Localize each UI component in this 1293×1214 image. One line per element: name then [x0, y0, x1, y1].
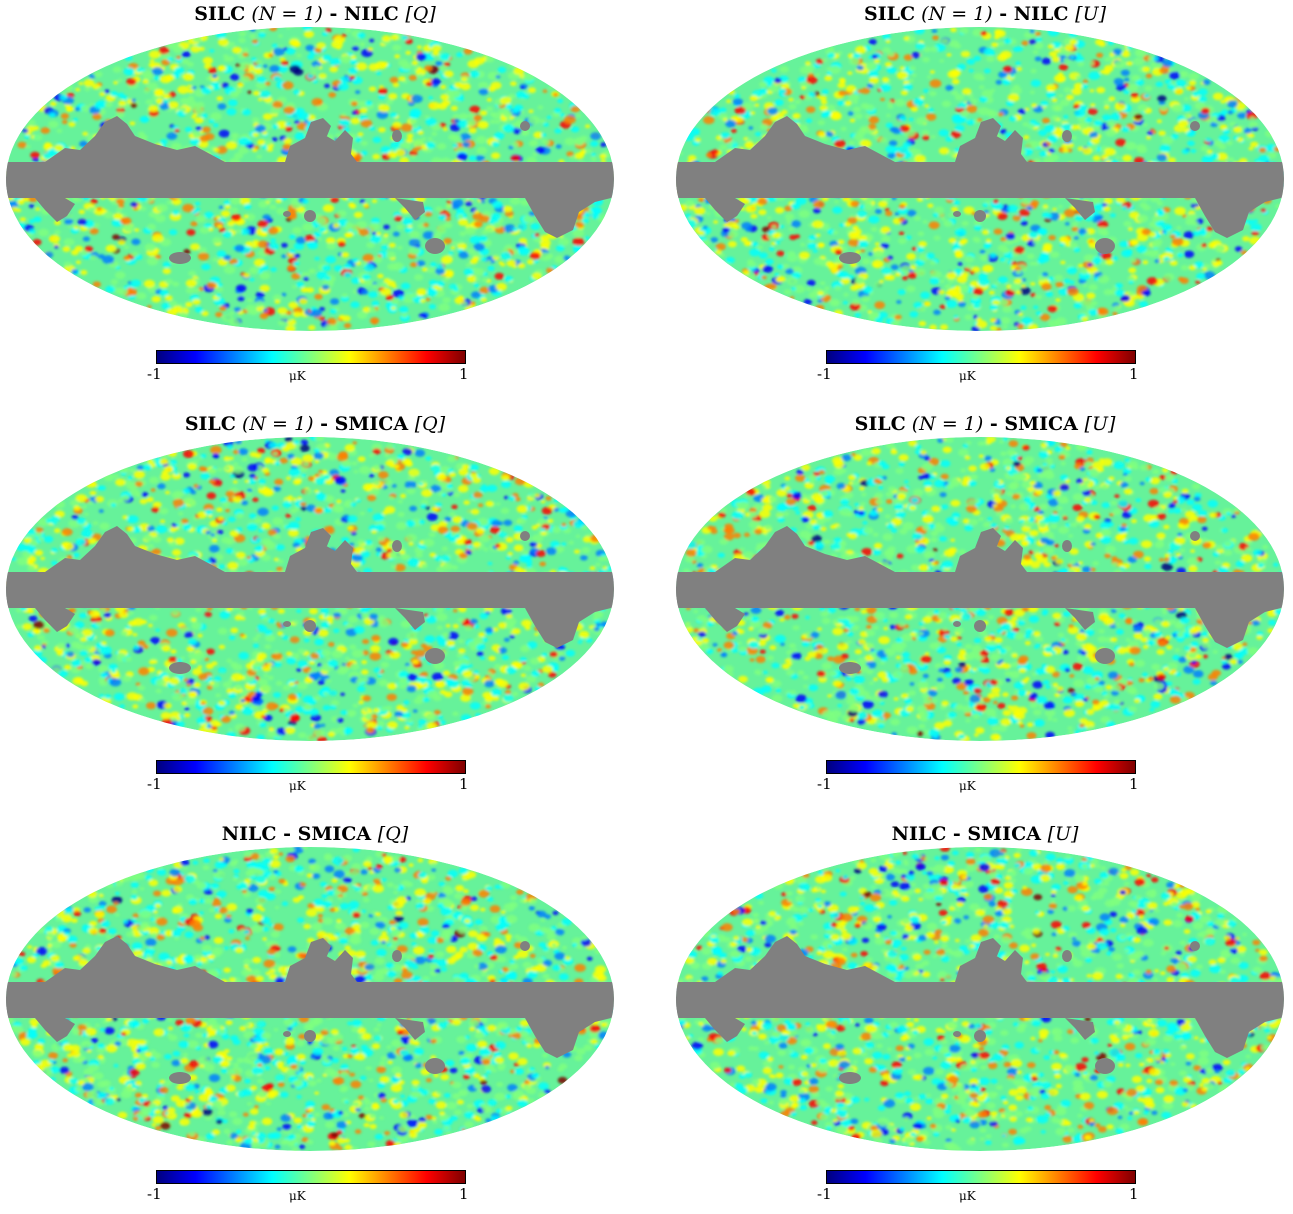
map-panel-silc-nilc-q: SILC (N = 1) - NILC [Q] -1 μK 1 [5, 2, 625, 394]
colorbar [826, 350, 1136, 364]
colorbar-unit-label: μK [289, 777, 306, 795]
colorbar-min-label: -1 [817, 365, 832, 383]
title-prefix: NILC - SMICA [222, 823, 378, 845]
colorbar-min-label: -1 [147, 1185, 162, 1203]
sky-map [5, 26, 615, 332]
title-stokes: [U] [1048, 823, 1079, 845]
panel-title: NILC - SMICA [U] [675, 822, 1293, 846]
colorbar-max-label: 1 [459, 775, 469, 793]
colorbar-max-label: 1 [459, 365, 469, 383]
mollweide-map [675, 26, 1285, 332]
sky-map [5, 846, 615, 1152]
sky-map [675, 436, 1285, 742]
title-stokes: [Q] [405, 3, 435, 25]
title-suffix: - NILC [323, 3, 405, 25]
title-prefix: SILC [855, 413, 906, 435]
colorbar-unit-label: μK [959, 1187, 976, 1205]
colorbar-unit-label: μK [959, 367, 976, 385]
title-prefix: NILC - SMICA [892, 823, 1048, 845]
sky-map [675, 27, 1285, 332]
title-stokes: [U] [1085, 413, 1116, 435]
colorbar-min-label: -1 [817, 775, 832, 793]
panel-title: NILC - SMICA [Q] [5, 822, 625, 846]
title-prefix: SILC [185, 413, 236, 435]
colorbar-min-label: -1 [147, 775, 162, 793]
title-math: (N = 1) [242, 413, 314, 435]
title-suffix: - SMICA [314, 413, 415, 435]
sky-map [675, 846, 1285, 1152]
title-suffix: - SMICA [983, 413, 1084, 435]
colorbar [156, 1170, 466, 1184]
colorbar [156, 760, 466, 774]
mollweide-map [675, 436, 1285, 742]
colorbar [826, 1170, 1136, 1184]
colorbar-min-label: -1 [147, 365, 162, 383]
panel-title: SILC (N = 1) - SMICA [U] [675, 412, 1293, 436]
colorbar-min-label: -1 [817, 1185, 832, 1203]
panel-title: SILC (N = 1) - SMICA [Q] [5, 412, 625, 436]
map-panel-silc-nilc-u: SILC (N = 1) - NILC [U] -1 μK 1 [675, 2, 1293, 394]
panel-title: SILC (N = 1) - NILC [U] [675, 2, 1293, 26]
colorbar-unit-label: μK [289, 367, 306, 385]
title-prefix: SILC [864, 3, 915, 25]
map-panel-silc-smica-u: SILC (N = 1) - SMICA [U] -1 μK 1 [675, 412, 1293, 804]
title-math: (N = 1) [251, 3, 323, 25]
title-prefix: SILC [194, 3, 245, 25]
colorbar-max-label: 1 [1129, 1185, 1139, 1203]
map-panel-nilc-smica-u: NILC - SMICA [U] -1 μK 1 [675, 822, 1293, 1214]
mollweide-map [675, 846, 1285, 1152]
mollweide-map [5, 26, 615, 332]
title-math: (N = 1) [912, 413, 984, 435]
colorbar-unit-label: μK [959, 777, 976, 795]
map-panel-silc-smica-q: SILC (N = 1) - SMICA [Q] -1 μK 1 [5, 412, 625, 804]
mollweide-map [5, 436, 615, 742]
title-stokes: [U] [1075, 3, 1106, 25]
map-panel-nilc-smica-q: NILC - SMICA [Q] -1 μK 1 [5, 822, 625, 1214]
colorbar-max-label: 1 [1129, 775, 1139, 793]
title-stokes: [Q] [415, 413, 445, 435]
colorbar [156, 350, 466, 364]
title-stokes: [Q] [378, 823, 408, 845]
colorbar-max-label: 1 [459, 1185, 469, 1203]
colorbar-max-label: 1 [1129, 365, 1139, 383]
mollweide-map [5, 846, 615, 1152]
title-suffix: - NILC [993, 3, 1075, 25]
colorbar-unit-label: μK [289, 1187, 306, 1205]
colorbar [826, 760, 1136, 774]
title-math: (N = 1) [921, 3, 993, 25]
panel-title: SILC (N = 1) - NILC [Q] [5, 2, 625, 26]
sky-map [5, 436, 615, 742]
